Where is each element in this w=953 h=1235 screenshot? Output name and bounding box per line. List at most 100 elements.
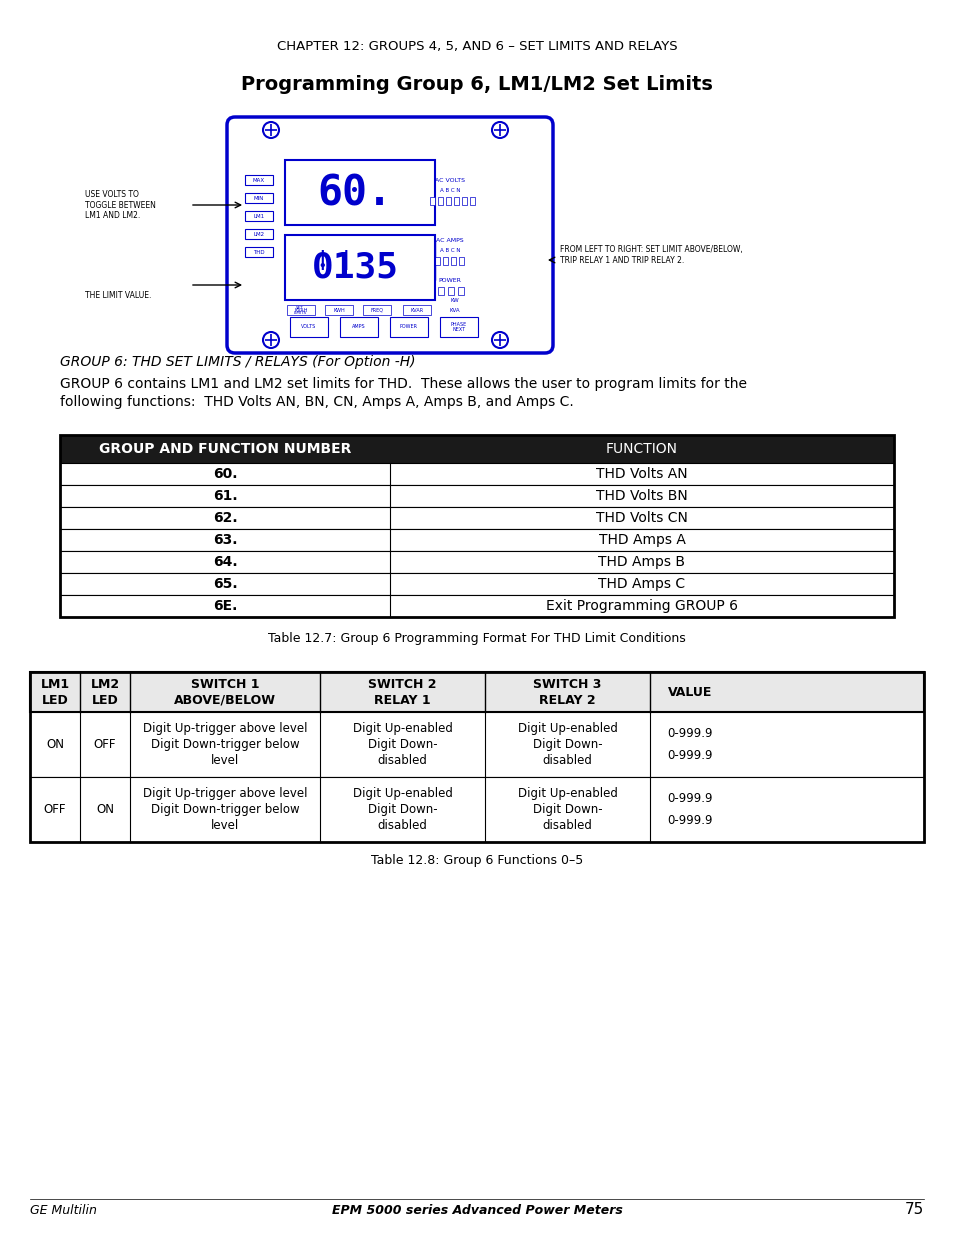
Bar <box>446 198 451 205</box>
Bar <box>245 211 273 221</box>
Bar <box>363 305 391 315</box>
Bar <box>60 463 893 485</box>
Text: THE LIMIT VALUE.: THE LIMIT VALUE. <box>85 290 152 300</box>
Bar <box>390 317 428 337</box>
Text: LM1: LM1 <box>253 214 264 219</box>
Bar <box>435 257 439 266</box>
Text: GROUP 6: THD SET LIMITS / RELAYS (For Option -H): GROUP 6: THD SET LIMITS / RELAYS (For Op… <box>60 354 416 369</box>
Bar <box>30 672 923 842</box>
Bar <box>245 193 273 203</box>
Text: Digit Up-enabled: Digit Up-enabled <box>353 721 452 735</box>
Bar <box>454 198 458 205</box>
Text: Table 12.7: Group 6 Programming Format For THD Limit Conditions: Table 12.7: Group 6 Programming Format F… <box>268 632 685 645</box>
Text: FREQ: FREQ <box>370 308 383 312</box>
Bar <box>448 287 454 295</box>
Text: GROUP 6 contains LM1 and LM2 set limits for THD.  These allows the user to progr: GROUP 6 contains LM1 and LM2 set limits … <box>60 377 746 391</box>
Text: SWITCH 2: SWITCH 2 <box>368 678 436 690</box>
Text: VALUE: VALUE <box>667 685 712 699</box>
Bar <box>451 257 456 266</box>
Bar <box>60 595 893 618</box>
Text: LM2: LM2 <box>91 678 119 690</box>
Text: 0-999.9: 0-999.9 <box>666 814 712 827</box>
Text: ON: ON <box>46 739 64 751</box>
Text: AMPS: AMPS <box>352 325 365 330</box>
Text: ON: ON <box>96 803 113 816</box>
Text: OFF: OFF <box>44 803 66 816</box>
Text: RELAY 2: RELAY 2 <box>538 694 596 706</box>
FancyBboxPatch shape <box>227 117 553 353</box>
Bar <box>60 508 893 529</box>
Bar <box>461 198 467 205</box>
Bar <box>325 305 353 315</box>
Text: MAX: MAX <box>253 178 265 183</box>
Bar <box>60 485 893 508</box>
Text: KVA: KVA <box>449 308 460 312</box>
Bar <box>439 317 477 337</box>
Text: LM2: LM2 <box>253 231 264 236</box>
Text: Digit Down-: Digit Down- <box>367 803 436 816</box>
Text: Table 12.8: Group 6 Functions 0–5: Table 12.8: Group 6 Functions 0–5 <box>371 853 582 867</box>
Text: 0-999.9: 0-999.9 <box>666 727 712 740</box>
Text: 63.: 63. <box>213 534 237 547</box>
Text: Digit Up-trigger above level: Digit Up-trigger above level <box>143 721 307 735</box>
Bar <box>437 287 443 295</box>
Bar <box>30 777 923 842</box>
Text: 75: 75 <box>903 1202 923 1216</box>
Text: disabled: disabled <box>377 755 427 767</box>
Text: Digit Down-: Digit Down- <box>532 739 601 751</box>
Bar <box>285 161 435 225</box>
Bar <box>290 317 328 337</box>
Text: | |: | | <box>317 249 353 270</box>
Text: KWH: KWH <box>333 308 345 312</box>
Text: Digit Down-: Digit Down- <box>367 739 436 751</box>
Bar <box>430 198 435 205</box>
Text: RELAY 1: RELAY 1 <box>374 694 431 706</box>
Text: Digit Up-enabled: Digit Up-enabled <box>517 721 617 735</box>
Text: 0135: 0135 <box>312 249 398 284</box>
Text: OFF: OFF <box>93 739 116 751</box>
Bar <box>402 305 431 315</box>
Text: USE VOLTS TO
TOGGLE BETWEEN
LM1 AND LM2.: USE VOLTS TO TOGGLE BETWEEN LM1 AND LM2. <box>85 190 155 220</box>
Text: Digit Down-trigger below: Digit Down-trigger below <box>151 739 299 751</box>
Bar <box>60 435 893 618</box>
Bar <box>285 240 435 280</box>
Bar <box>30 672 923 713</box>
Text: THD Amps C: THD Amps C <box>598 577 685 592</box>
Text: Exit Programming GROUP 6: Exit Programming GROUP 6 <box>545 599 738 613</box>
Text: Digit Down-trigger below: Digit Down-trigger below <box>151 803 299 816</box>
Text: GE Multilin: GE Multilin <box>30 1204 97 1216</box>
Text: POWER: POWER <box>438 278 461 283</box>
Text: following functions:  THD Volts AN, BN, CN, Amps A, Amps B, and Amps C.: following functions: THD Volts AN, BN, C… <box>60 395 573 409</box>
Text: THD Volts BN: THD Volts BN <box>596 489 687 503</box>
Text: 62.: 62. <box>213 511 237 525</box>
Text: 65.: 65. <box>213 577 237 592</box>
Bar <box>245 247 273 257</box>
Text: CHAPTER 12: GROUPS 4, 5, AND 6 – SET LIMITS AND RELAYS: CHAPTER 12: GROUPS 4, 5, AND 6 – SET LIM… <box>276 40 677 53</box>
Bar <box>458 257 463 266</box>
Text: A B C N: A B C N <box>439 188 459 193</box>
Text: KVAH: KVAH <box>294 308 308 312</box>
Bar <box>60 551 893 573</box>
Text: LED: LED <box>91 694 118 706</box>
Text: KVAR: KVAR <box>410 308 423 312</box>
Text: SWITCH 1: SWITCH 1 <box>191 678 259 690</box>
Text: LM1: LM1 <box>40 678 70 690</box>
Text: 60.: 60. <box>213 467 237 480</box>
Text: THD Amps B: THD Amps B <box>598 555 685 569</box>
Text: Digit Up-enabled: Digit Up-enabled <box>353 787 452 800</box>
Text: disabled: disabled <box>542 819 592 832</box>
Text: SET
LIMITS: SET LIMITS <box>294 306 306 315</box>
Text: 6E.: 6E. <box>213 599 237 613</box>
Text: Digit Down-: Digit Down- <box>532 803 601 816</box>
Text: AC AMPS: AC AMPS <box>436 237 463 242</box>
Text: 64.: 64. <box>213 555 237 569</box>
Text: THD Amps A: THD Amps A <box>598 534 684 547</box>
Bar <box>245 228 273 240</box>
Text: POWER: POWER <box>399 325 417 330</box>
Text: MIN: MIN <box>253 195 264 200</box>
Text: THD Volts CN: THD Volts CN <box>596 511 687 525</box>
Bar <box>457 287 463 295</box>
Text: level: level <box>211 755 239 767</box>
Text: 0-999.9: 0-999.9 <box>666 748 712 762</box>
Text: 61.: 61. <box>213 489 237 503</box>
